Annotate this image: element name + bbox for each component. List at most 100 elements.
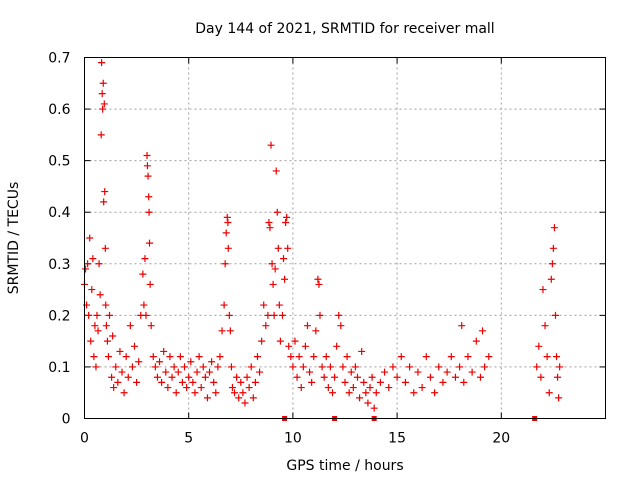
data-point [422,353,430,361]
data-point [364,399,372,407]
data-point [268,260,276,268]
data-point [458,322,466,330]
data-point [553,353,561,361]
data-point [393,373,401,381]
data-point [160,347,168,355]
data-point [301,342,309,350]
data-point [245,384,253,392]
data-point [144,172,152,180]
data-point [460,378,468,386]
data-point [102,322,110,330]
data-point [289,363,297,371]
data-point [341,378,349,386]
data-point [372,389,380,397]
data-point [447,353,455,361]
data-point [331,373,339,381]
data-point [351,363,359,371]
data-point [108,373,116,381]
data-point [149,353,157,361]
data-point [151,363,159,371]
data-point [131,342,139,350]
data-point [146,280,154,288]
data-point [360,378,368,386]
data-point [356,394,364,402]
data-point [385,384,393,392]
data-point [539,286,547,294]
data-point [533,363,541,371]
data-point [178,378,186,386]
data-point [222,229,230,237]
data-point [133,378,141,386]
data-point [418,384,426,392]
data-point [197,384,205,392]
data-point [368,373,376,381]
axis-ticks: 0 0.1 0.2 0.3 0.4 0.5 0.6 0.7 0 5 10 15 20 [48,51,606,447]
y-tick-label: 0.1 [48,360,70,376]
data-point [98,90,106,98]
data-point [124,373,132,381]
data-point [224,219,232,227]
data-point [297,384,305,392]
data-point [145,193,153,201]
y-axis-label: SRMTID / TECUs [6,182,22,295]
data-point [397,353,405,361]
data-point [203,394,211,402]
data-point [410,389,418,397]
data-point [537,373,545,381]
data-point [233,373,241,381]
data-point [225,311,233,319]
data-point [237,378,245,386]
data-point [226,327,234,335]
data-point [485,353,493,361]
data-point [109,332,117,340]
data-point [481,363,489,371]
data-point [253,353,261,361]
y-tick-label: 0.3 [48,257,70,273]
plot-frame [84,57,606,419]
data-point [283,213,291,221]
data-point [95,260,103,268]
data-point [260,301,268,309]
data-point [316,311,324,319]
data-point [273,208,281,216]
data-point [146,239,154,247]
data-point [551,311,559,319]
data-point [216,353,224,361]
data-point [156,358,164,366]
data-point [401,378,409,386]
data-point [87,337,95,345]
data-point [218,327,226,335]
data-point [101,244,109,252]
data-point [143,162,151,170]
data-point [272,167,280,175]
data-point [456,363,464,371]
data-point [476,373,484,381]
data-point [278,311,286,319]
data-point [210,378,218,386]
data-point [439,378,447,386]
data-point [269,280,277,288]
data-point [550,224,558,232]
data-point [114,378,122,386]
data-point [220,301,228,309]
data-point [90,353,98,361]
chart-title: Day 144 of 2021, SRMTID for receiver mal… [195,21,494,37]
y-tick-label: 0.7 [48,51,70,67]
data-point [435,363,443,371]
data-point [110,384,118,392]
data-point [549,244,557,252]
data-point [100,100,108,108]
data-point [122,353,130,361]
data-point [328,389,336,397]
data-point [339,363,347,371]
data-point [223,213,231,221]
data-point [541,322,549,330]
data-point [191,389,199,397]
data-point [183,384,191,392]
data-point [389,363,397,371]
data-point [472,337,480,345]
data-point [349,384,357,392]
data-point [135,358,143,366]
data-point [99,79,107,87]
